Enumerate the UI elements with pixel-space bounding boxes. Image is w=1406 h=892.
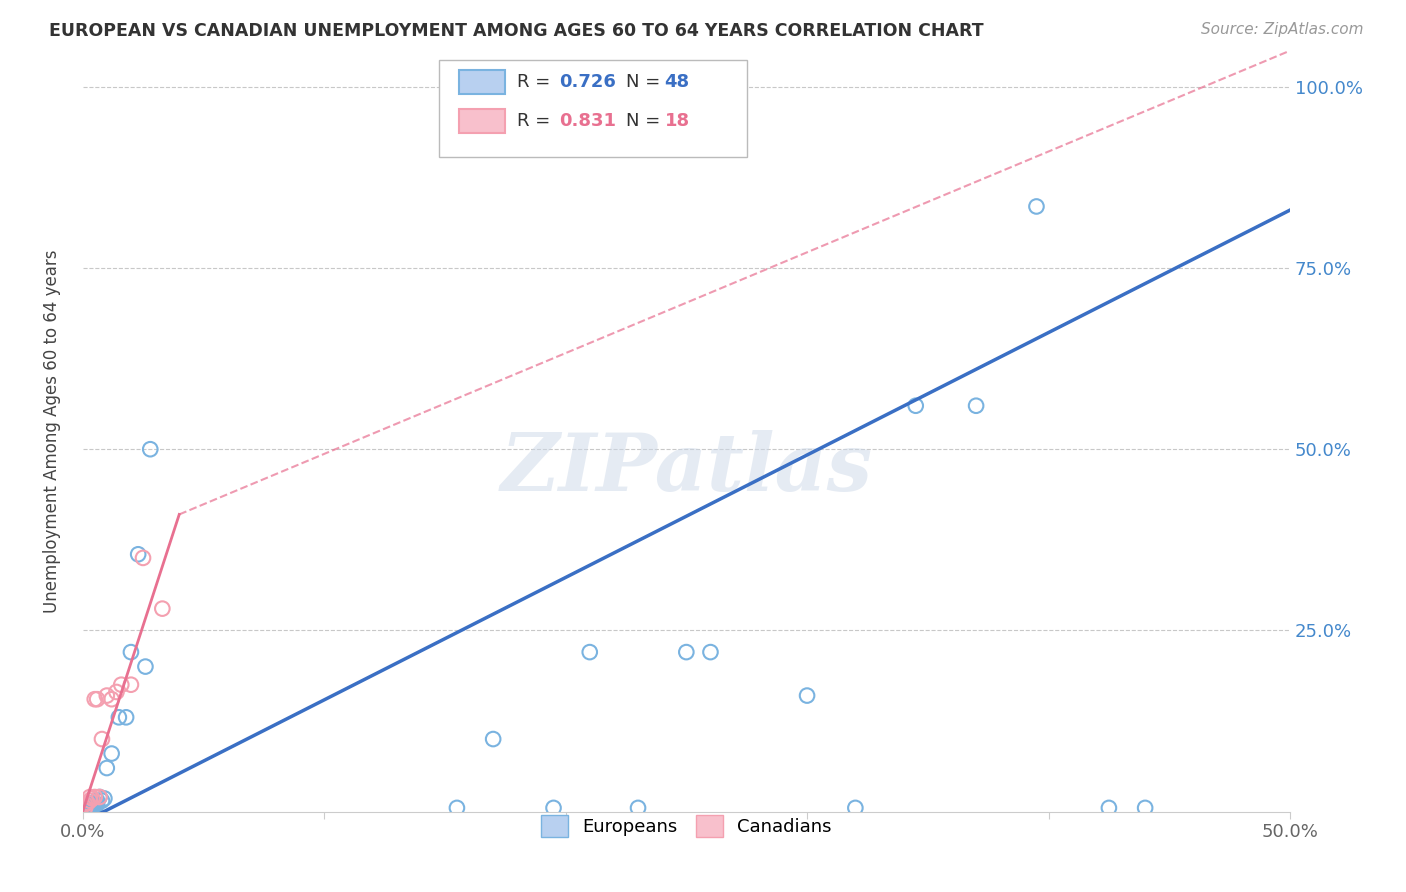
Point bbox=[482, 732, 505, 747]
Point bbox=[79, 790, 101, 805]
Point bbox=[73, 801, 96, 815]
Point bbox=[100, 747, 122, 761]
Text: ZIPatlas: ZIPatlas bbox=[501, 430, 872, 508]
Point bbox=[578, 645, 600, 659]
Point bbox=[91, 794, 114, 808]
Point bbox=[93, 791, 115, 805]
Point bbox=[76, 800, 98, 814]
FancyBboxPatch shape bbox=[460, 109, 505, 133]
Text: 18: 18 bbox=[665, 112, 690, 129]
Point bbox=[91, 732, 114, 747]
Point bbox=[73, 802, 96, 816]
Point bbox=[446, 801, 468, 815]
Point bbox=[82, 791, 104, 805]
Point bbox=[120, 645, 142, 659]
Point bbox=[105, 685, 128, 699]
Point bbox=[132, 550, 155, 565]
Point bbox=[83, 798, 105, 813]
Point bbox=[96, 689, 118, 703]
Point bbox=[76, 796, 98, 810]
Text: N =: N = bbox=[626, 73, 666, 91]
Point bbox=[73, 800, 96, 814]
Point bbox=[76, 799, 98, 814]
Point bbox=[83, 801, 105, 815]
FancyBboxPatch shape bbox=[460, 70, 505, 94]
Point bbox=[79, 801, 101, 815]
Y-axis label: Unemployment Among Ages 60 to 64 years: Unemployment Among Ages 60 to 64 years bbox=[44, 250, 60, 613]
Point bbox=[79, 798, 101, 813]
Point bbox=[115, 710, 138, 724]
Point bbox=[73, 801, 96, 815]
Point bbox=[73, 801, 96, 815]
Legend: Europeans, Canadians: Europeans, Canadians bbox=[534, 808, 839, 845]
Point bbox=[79, 794, 101, 808]
Point bbox=[82, 796, 104, 810]
Point bbox=[675, 645, 697, 659]
Point bbox=[127, 547, 149, 561]
Point bbox=[73, 797, 96, 812]
Point bbox=[150, 601, 173, 615]
Point bbox=[1098, 801, 1121, 815]
Point bbox=[76, 802, 98, 816]
Point bbox=[543, 801, 565, 815]
Point bbox=[134, 659, 156, 673]
Point bbox=[89, 790, 111, 805]
Point bbox=[76, 802, 98, 816]
Point bbox=[76, 801, 98, 815]
Text: 0.831: 0.831 bbox=[560, 112, 617, 129]
Point bbox=[82, 799, 104, 814]
Point bbox=[139, 442, 162, 457]
Point bbox=[699, 645, 721, 659]
Point bbox=[1133, 801, 1156, 815]
Point bbox=[844, 801, 866, 815]
Text: R =: R = bbox=[517, 73, 557, 91]
Text: Source: ZipAtlas.com: Source: ZipAtlas.com bbox=[1201, 22, 1364, 37]
Point bbox=[83, 790, 105, 805]
Point bbox=[83, 692, 105, 706]
Point bbox=[83, 796, 105, 810]
Point bbox=[73, 802, 96, 816]
Text: EUROPEAN VS CANADIAN UNEMPLOYMENT AMONG AGES 60 TO 64 YEARS CORRELATION CHART: EUROPEAN VS CANADIAN UNEMPLOYMENT AMONG … bbox=[49, 22, 984, 40]
FancyBboxPatch shape bbox=[439, 60, 747, 157]
Point bbox=[627, 801, 650, 815]
Point bbox=[89, 790, 111, 805]
Point bbox=[796, 689, 818, 703]
Point bbox=[86, 797, 108, 812]
Point bbox=[79, 800, 101, 814]
Point bbox=[96, 761, 118, 775]
Point bbox=[82, 801, 104, 815]
Point bbox=[120, 678, 142, 692]
Text: R =: R = bbox=[517, 112, 557, 129]
Point bbox=[904, 399, 927, 413]
Point bbox=[86, 794, 108, 808]
Point bbox=[86, 692, 108, 706]
Point bbox=[1025, 199, 1047, 213]
Text: N =: N = bbox=[626, 112, 666, 129]
Point bbox=[110, 678, 132, 692]
Point bbox=[82, 797, 104, 812]
Point bbox=[79, 802, 101, 816]
Point bbox=[108, 710, 131, 724]
Point bbox=[100, 692, 122, 706]
Text: 0.726: 0.726 bbox=[560, 73, 616, 91]
Point bbox=[965, 399, 987, 413]
Text: 48: 48 bbox=[665, 73, 690, 91]
